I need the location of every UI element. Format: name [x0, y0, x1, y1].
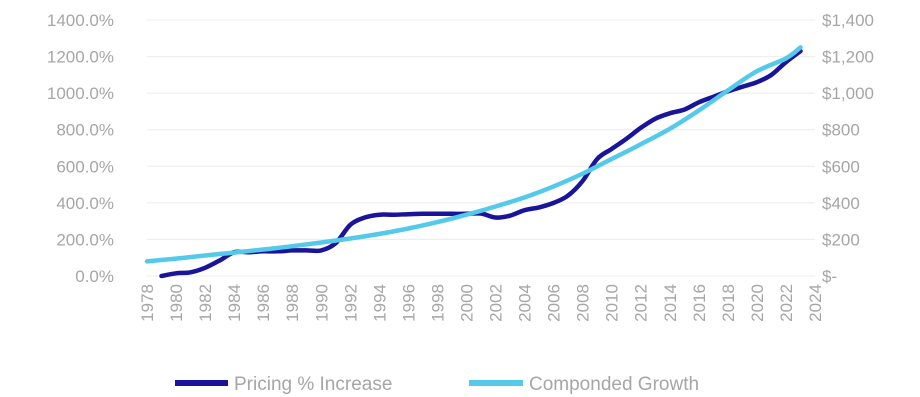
x-tick-label: 1996 — [399, 284, 418, 322]
y-tick-label: 800.0% — [56, 121, 114, 140]
y2-tick-label: $- — [822, 267, 837, 286]
x-axis-tick-labels: 1978 1980 1982 1984 1986 1988 1990 1992 1994 1996… — [138, 284, 825, 322]
legend-label-pricing: Pricing % Increase — [234, 374, 392, 395]
x-tick-label: 2000 — [457, 284, 476, 322]
x-tick-label: 2016 — [690, 284, 709, 322]
x-tick-label: 2002 — [487, 284, 506, 322]
x-tick-label: 1988 — [283, 284, 302, 322]
y2-tick-label: $400 — [822, 194, 860, 213]
x-tick-label: 1984 — [225, 284, 244, 322]
x-tick-label: 2008 — [574, 284, 593, 322]
y2-tick-label: $1,400 — [822, 11, 874, 30]
gridlines — [147, 19, 815, 277]
y2-tick-label: $800 — [822, 121, 860, 140]
x-tick-label: 2018 — [719, 284, 738, 322]
y-tick-label: 1400.0% — [47, 11, 114, 30]
y-tick-label: 0.0% — [75, 267, 114, 286]
x-tick-label: 2024 — [806, 284, 825, 322]
series-lines — [144, 45, 803, 279]
x-tick-label: 1998 — [428, 284, 447, 322]
y-tick-label: 200.0% — [56, 230, 114, 249]
series-line-pricing-increase — [159, 48, 803, 279]
x-tick-label: 2004 — [516, 284, 535, 322]
x-tick-label: 1980 — [167, 284, 186, 322]
x-tick-label: 2006 — [545, 284, 564, 322]
x-tick-label: 2022 — [777, 284, 796, 322]
x-tick-label: 1986 — [254, 284, 273, 322]
x-tick-label: 1992 — [341, 284, 360, 322]
left-axis-tick-labels: 0.0% 200.0% 400.0% 600.0% 800.0% 1000.0% 1200.… — [47, 11, 114, 286]
y-tick-label: 400.0% — [56, 194, 114, 213]
y2-tick-label: $1,000 — [822, 84, 874, 103]
x-tick-label: 1982 — [196, 284, 215, 322]
x-tick-label: 1990 — [312, 284, 331, 322]
y-tick-label: 1200.0% — [47, 48, 114, 67]
y2-tick-label: $1,200 — [822, 48, 874, 67]
series-line-compounded-growth — [144, 45, 803, 264]
x-tick-label: 1994 — [370, 284, 389, 322]
legend-label-compounded: Componded Growth — [529, 374, 699, 395]
y-tick-label: 1000.0% — [47, 84, 114, 103]
y2-tick-label: $200 — [822, 230, 860, 249]
x-tick-label: 2010 — [603, 284, 622, 322]
y-tick-label: 600.0% — [56, 157, 114, 176]
legend: Pricing % Increase Componded Growth — [175, 374, 699, 395]
x-tick-label: 1978 — [138, 284, 157, 322]
x-tick-label: 2020 — [748, 284, 767, 322]
x-tick-label: 2012 — [632, 284, 651, 322]
right-axis-tick-labels: $- $200 $400 $600 $800 $1,000 $1,200 $1,400 — [822, 11, 874, 286]
y2-tick-label: $600 — [822, 157, 860, 176]
x-tick-label: 2014 — [661, 284, 680, 322]
